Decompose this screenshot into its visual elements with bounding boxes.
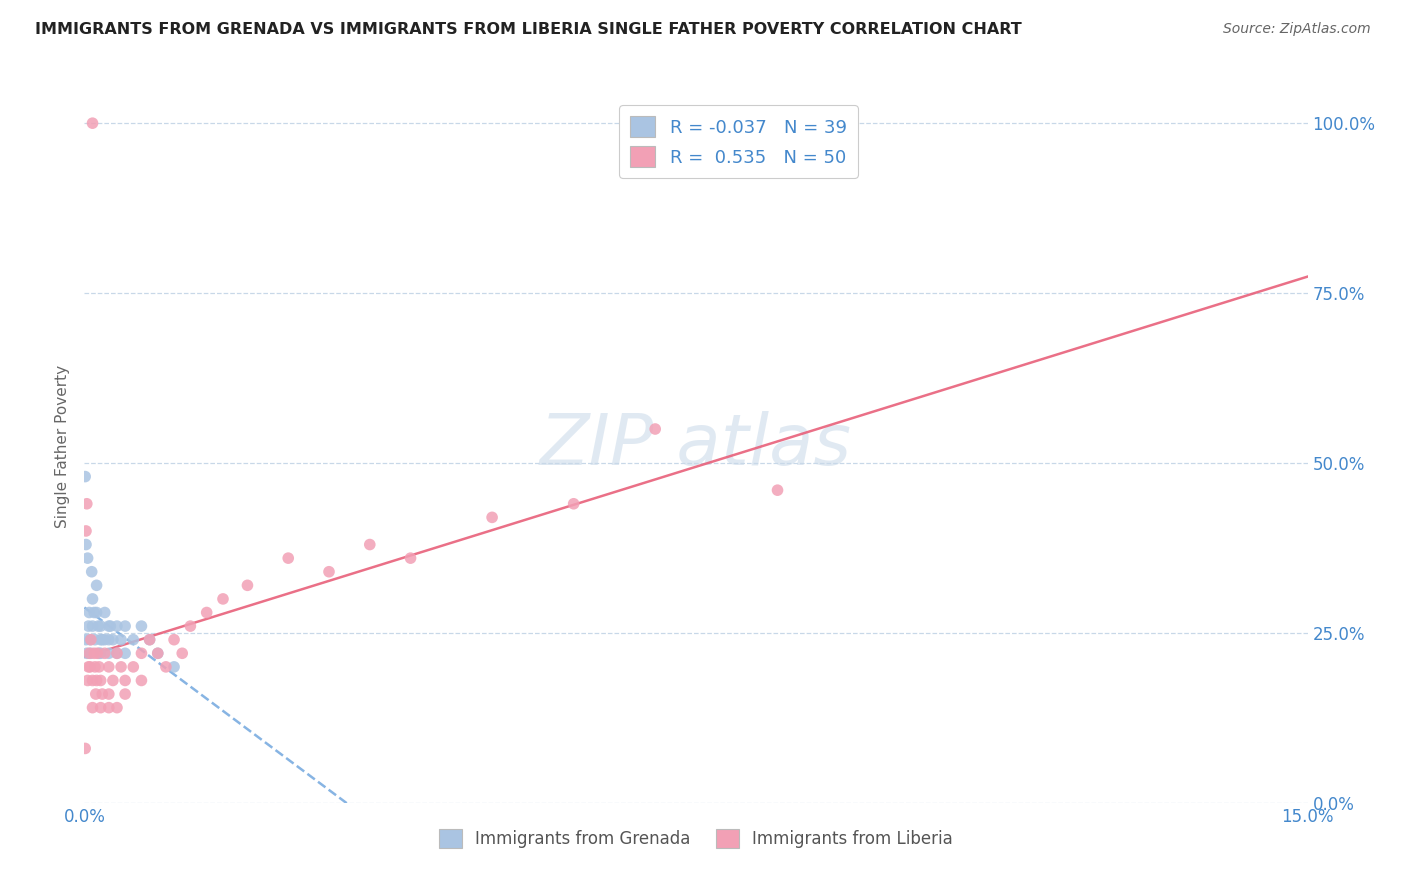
Point xyxy=(84,632,107,647)
Point xyxy=(91,632,114,647)
Point xyxy=(86,606,108,620)
Point xyxy=(90,646,112,660)
Point xyxy=(90,619,112,633)
Point xyxy=(163,660,186,674)
Point xyxy=(122,660,145,674)
Point xyxy=(114,687,136,701)
Point xyxy=(93,632,115,647)
Point xyxy=(86,673,108,688)
Point xyxy=(766,483,789,498)
Point xyxy=(86,646,108,660)
Point xyxy=(83,606,105,620)
Point xyxy=(236,578,259,592)
Point xyxy=(97,619,120,633)
Point xyxy=(80,646,103,660)
Point xyxy=(359,537,381,551)
Point xyxy=(90,632,112,647)
Text: ZIP atlas: ZIP atlas xyxy=(540,411,852,481)
Point xyxy=(110,632,132,647)
Point xyxy=(146,646,169,660)
Point xyxy=(84,687,107,701)
Point xyxy=(75,524,97,538)
Point xyxy=(82,673,104,688)
Point xyxy=(75,537,97,551)
Point xyxy=(481,510,503,524)
Point xyxy=(82,700,104,714)
Point xyxy=(131,673,153,688)
Point xyxy=(80,565,103,579)
Text: Source: ZipAtlas.com: Source: ZipAtlas.com xyxy=(1223,22,1371,37)
Point xyxy=(93,646,115,660)
Point xyxy=(155,660,177,674)
Point xyxy=(82,619,104,633)
Point xyxy=(75,469,97,483)
Point xyxy=(79,632,101,647)
Point xyxy=(105,619,128,633)
Point xyxy=(179,619,201,633)
Point xyxy=(277,551,299,566)
Legend: Immigrants from Grenada, Immigrants from Liberia: Immigrants from Grenada, Immigrants from… xyxy=(432,822,960,855)
Point xyxy=(91,687,114,701)
Point xyxy=(77,619,100,633)
Point xyxy=(90,700,112,714)
Point xyxy=(131,619,153,633)
Point xyxy=(97,700,120,714)
Point xyxy=(90,673,112,688)
Point xyxy=(87,660,110,674)
Point xyxy=(97,660,120,674)
Point xyxy=(79,660,101,674)
Point xyxy=(97,646,120,660)
Point xyxy=(76,646,98,660)
Point xyxy=(146,646,169,660)
Point xyxy=(105,700,128,714)
Point xyxy=(77,646,100,660)
Point xyxy=(114,646,136,660)
Point xyxy=(97,632,120,647)
Point xyxy=(80,632,103,647)
Point xyxy=(172,646,194,660)
Point xyxy=(195,606,218,620)
Text: IMMIGRANTS FROM GRENADA VS IMMIGRANTS FROM LIBERIA SINGLE FATHER POVERTY CORRELA: IMMIGRANTS FROM GRENADA VS IMMIGRANTS FR… xyxy=(35,22,1022,37)
Point xyxy=(318,565,340,579)
Point xyxy=(97,687,120,701)
Point xyxy=(76,497,98,511)
Point xyxy=(138,632,160,647)
Point xyxy=(75,632,97,647)
Point xyxy=(101,673,124,688)
Point xyxy=(110,660,132,674)
Point xyxy=(76,551,98,566)
Point xyxy=(163,632,186,647)
Point xyxy=(77,660,100,674)
Point xyxy=(83,646,105,660)
Point xyxy=(399,551,422,566)
Point xyxy=(138,632,160,647)
Point xyxy=(562,497,585,511)
Point xyxy=(122,632,145,647)
Point xyxy=(84,660,107,674)
Y-axis label: Single Father Poverty: Single Father Poverty xyxy=(55,365,70,527)
Point xyxy=(76,673,98,688)
Point xyxy=(86,578,108,592)
Point xyxy=(82,591,104,606)
Point xyxy=(77,606,100,620)
Point xyxy=(644,422,666,436)
Point xyxy=(87,619,110,633)
Point xyxy=(114,673,136,688)
Point xyxy=(101,632,124,647)
Point xyxy=(105,646,128,660)
Point xyxy=(93,606,115,620)
Point xyxy=(131,646,153,660)
Point xyxy=(212,591,235,606)
Point xyxy=(82,116,104,130)
Point xyxy=(100,619,122,633)
Point xyxy=(75,741,97,756)
Point xyxy=(114,619,136,633)
Point xyxy=(87,646,110,660)
Point xyxy=(105,646,128,660)
